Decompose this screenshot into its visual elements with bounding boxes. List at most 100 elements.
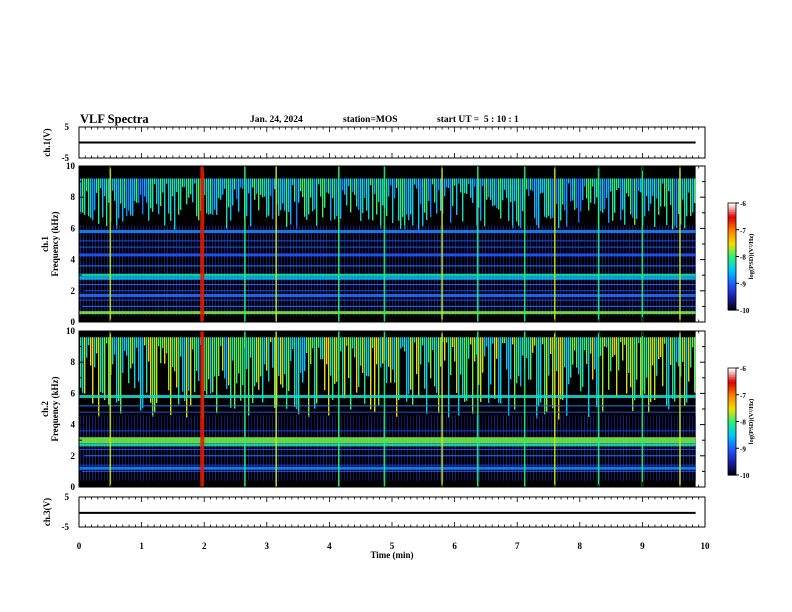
hiss-streak: [482, 337, 484, 373]
background-noise: [92, 225, 93, 316]
hiss-streak: [582, 337, 584, 387]
hiss-streak: [428, 178, 430, 201]
background-noise: [335, 415, 336, 481]
background-noise: [530, 415, 531, 481]
x-tick-label: 3: [265, 541, 270, 551]
background-noise: [278, 225, 279, 316]
hiss-streak: [420, 337, 422, 365]
hiss-streak: [372, 337, 374, 349]
background-noise: [149, 225, 150, 316]
background-noise: [158, 225, 159, 316]
hiss-streak: [120, 337, 122, 414]
background-noise: [242, 225, 243, 316]
background-noise: [491, 415, 492, 481]
background-noise: [398, 225, 399, 316]
background-noise: [302, 415, 303, 481]
background-noise: [461, 415, 462, 481]
background-noise: [479, 225, 480, 316]
background-noise: [614, 225, 615, 316]
background-noise: [467, 225, 468, 316]
background-noise: [344, 225, 345, 316]
hiss-streak: [556, 337, 558, 372]
hiss-streak: [428, 337, 430, 363]
colorbar-cell: [728, 396, 736, 399]
hiss-streak: [100, 337, 102, 393]
hiss-streak: [390, 178, 392, 186]
hiss-streak: [228, 178, 230, 208]
background-noise: [557, 415, 558, 481]
background-noise: [551, 225, 552, 316]
hiss-streak: [490, 178, 492, 200]
hiss-streak: [262, 178, 264, 198]
hiss-streak: [460, 337, 462, 375]
sferic-spike: [597, 331, 600, 487]
hiss-streak: [392, 337, 394, 370]
colorbar-cell: [728, 288, 736, 291]
hiss-streak: [284, 178, 286, 211]
hiss-streak: [676, 337, 678, 363]
hiss-streak: [218, 178, 220, 199]
hiss-streak: [426, 178, 428, 221]
hiss-streak: [314, 178, 316, 210]
colorbar-cell: [728, 460, 736, 464]
hiss-streak: [506, 337, 508, 370]
background-noise: [260, 415, 261, 481]
hiss-streak: [472, 337, 474, 414]
hiss-streak: [396, 337, 398, 417]
background-noise: [332, 415, 333, 481]
background-noise: [176, 225, 177, 316]
hiss-streak: [98, 337, 100, 417]
hiss-streak: [102, 337, 104, 394]
hiss-streak: [114, 178, 116, 201]
hiss-streak: [156, 178, 158, 205]
hiss-streak: [190, 337, 192, 406]
background-noise: [464, 415, 465, 481]
colorbar-cell: [728, 407, 736, 410]
hiss-streak: [372, 178, 374, 221]
background-noise: [392, 415, 393, 481]
station-label: station=MOS: [343, 115, 398, 125]
hiss-streak: [548, 178, 550, 216]
background-noise: [374, 225, 375, 316]
hiss-streak: [688, 337, 690, 382]
y-tick-label: 10: [66, 161, 76, 171]
hiss-streak: [218, 337, 220, 377]
hiss-streak: [234, 337, 236, 409]
hiss-streak: [600, 337, 602, 356]
frequency-band: [79, 230, 696, 234]
hiss-streak: [444, 337, 446, 361]
background-noise: [569, 415, 570, 481]
background-noise: [491, 225, 492, 316]
hiss-streak: [592, 178, 594, 187]
hiss-streak: [250, 337, 252, 358]
hiss-streak: [214, 337, 216, 377]
background-noise: [149, 415, 150, 481]
background-noise: [587, 225, 588, 316]
colorbar-cell: [728, 272, 736, 275]
hiss-streak: [552, 337, 554, 409]
background-noise: [548, 415, 549, 481]
background-noise: [476, 225, 477, 316]
hiss-streak: [406, 178, 408, 215]
background-noise: [515, 225, 516, 316]
background-noise: [317, 415, 318, 481]
hiss-streak: [88, 337, 90, 346]
hiss-streak: [206, 178, 208, 214]
colorbar-cell: [728, 304, 736, 308]
hiss-streak: [692, 178, 694, 213]
background-noise: [206, 415, 207, 481]
background-noise: [413, 225, 414, 316]
x-tick-label: 5: [390, 541, 395, 551]
y-axis-label: ch.3(V): [42, 498, 52, 526]
hiss-streak: [558, 337, 560, 420]
hiss-streak: [572, 178, 574, 201]
hiss-streak: [562, 337, 564, 401]
background-noise: [227, 225, 228, 316]
colorbar-cell: [728, 442, 736, 446]
hiss-streak: [538, 178, 540, 229]
x-tick-label: 0: [77, 541, 82, 551]
hiss-streak: [286, 178, 288, 227]
hiss-streak: [206, 337, 208, 395]
sferic-spike: [553, 166, 556, 322]
colorbar-cell: [728, 210, 736, 213]
